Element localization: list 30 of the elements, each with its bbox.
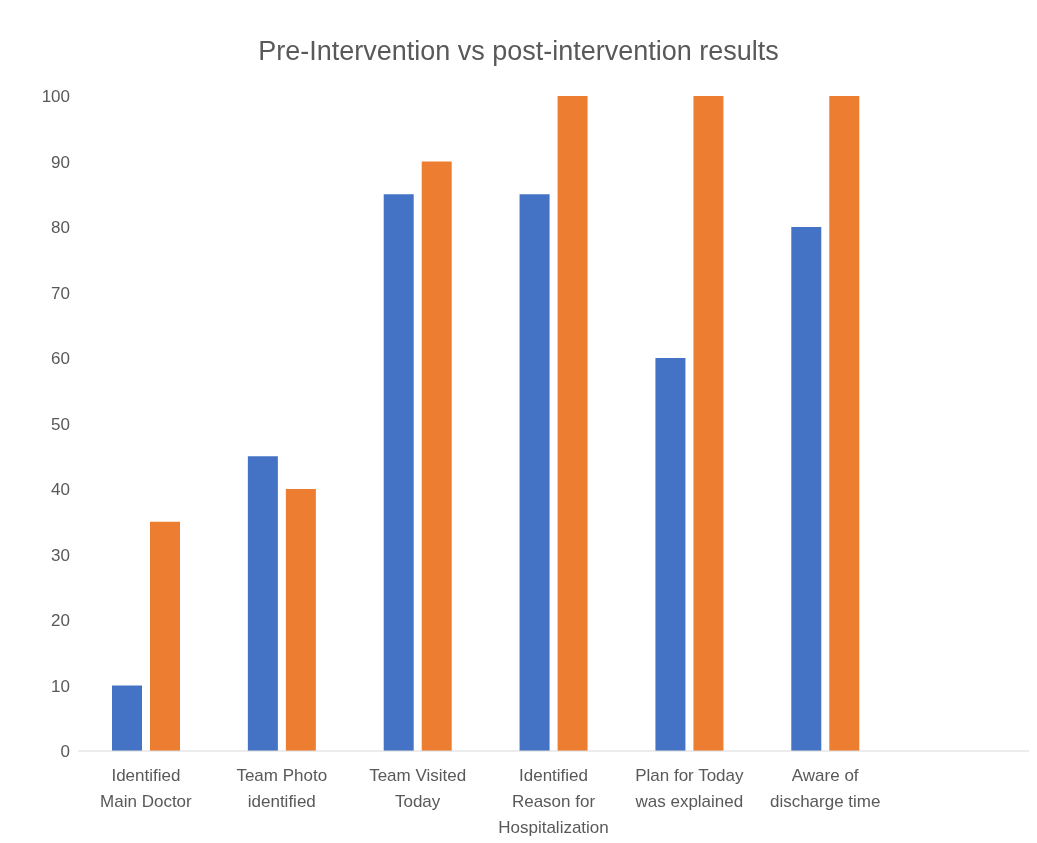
bar [150,521,180,751]
bar [557,96,588,751]
x-tick-label: Plan for Today was explained [634,766,745,811]
y-tick-label: 90 [51,152,70,172]
bar [693,96,724,751]
y-tick-label: 60 [51,349,70,369]
y-tick-label: 10 [51,676,70,696]
y-tick-label: 20 [51,611,70,631]
y-tick-label: 50 [51,414,70,434]
bar [421,161,452,751]
bar [112,685,142,751]
bar [829,96,860,751]
y-tick-label: 70 [51,283,70,303]
x-tick-label: Team Photo identified [236,766,328,811]
bar [285,489,316,751]
bar [655,358,686,751]
x-tick-label: Identified Main Doctor [100,766,193,811]
x-tick-label: Identified Reason for Hospitalization [498,766,609,837]
x-tick-label: Team Visited Today [369,766,467,811]
chart-title: Pre-Intervention vs post-intervention results [257,35,780,68]
x-tick-label: Aware of discharge time [769,766,881,811]
y-tick-label: 0 [60,742,70,762]
y-tick-label: 100 [41,87,70,107]
y-tick-label: 80 [51,218,70,238]
bar [791,227,822,751]
y-tick-label: 30 [51,545,70,565]
bar [247,456,278,751]
bar [383,194,414,751]
y-tick-label: 40 [51,480,70,500]
bar [519,194,550,751]
